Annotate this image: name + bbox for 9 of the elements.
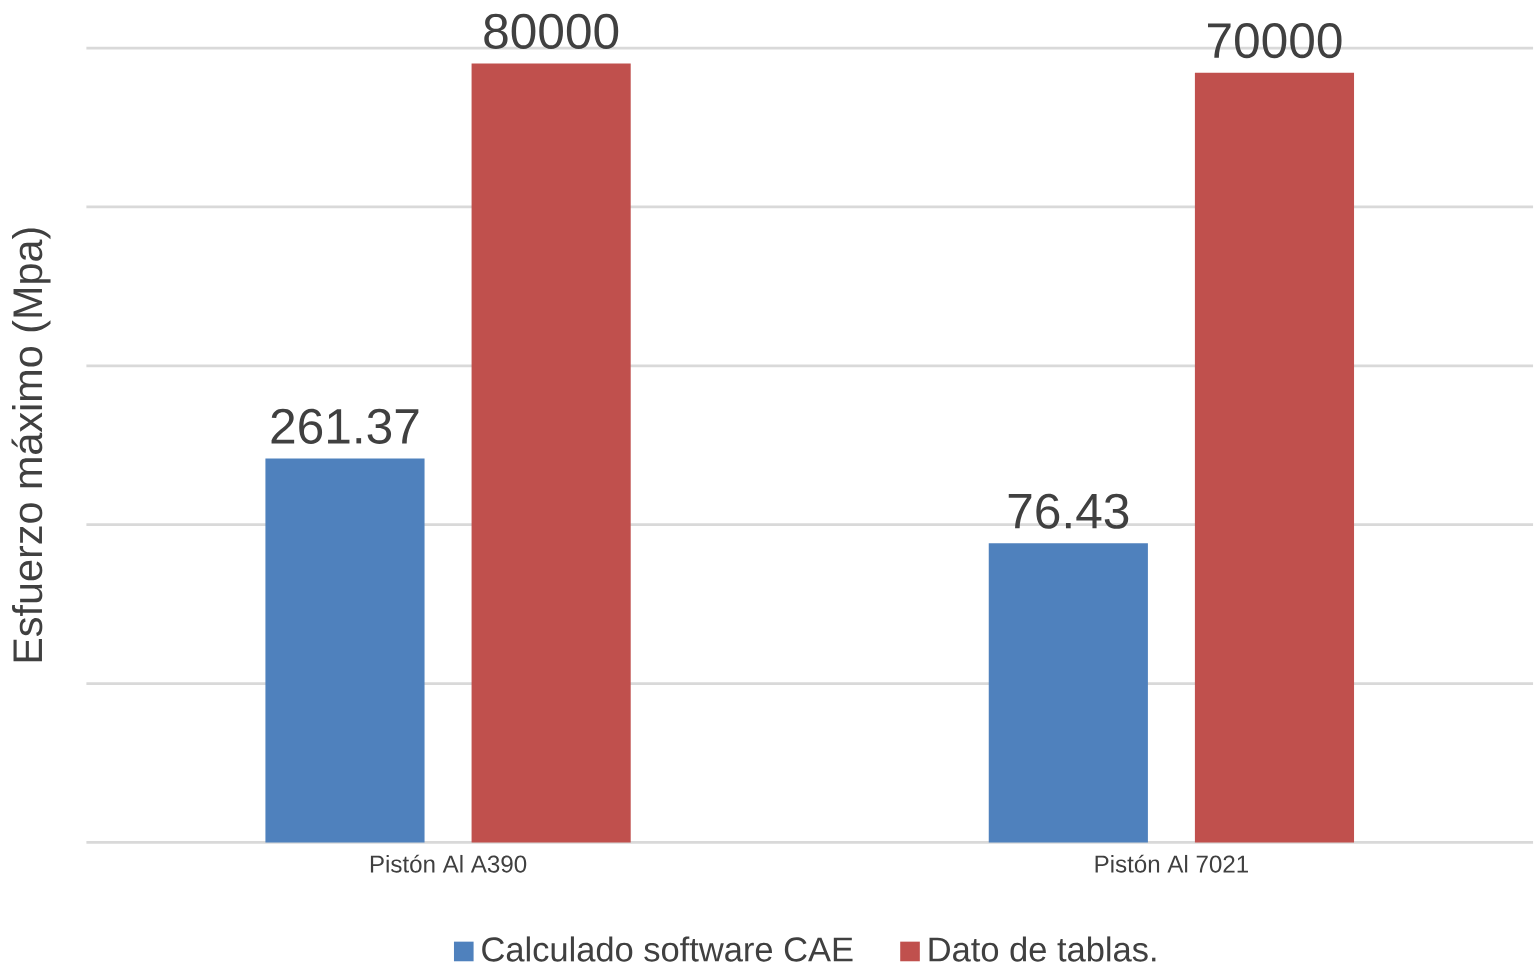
x-tick-label: Pistón Al 7021 bbox=[1095, 854, 1248, 873]
data-label: 261.37 bbox=[271, 408, 419, 444]
data-label: 80000 bbox=[484, 13, 619, 49]
legend-label: Calculado software CAE bbox=[482, 936, 853, 962]
y-axis-title: Esfuerzo máximo (Mpa) bbox=[11, 228, 51, 662]
data-label: 70000 bbox=[1208, 22, 1342, 58]
data-label: 76.43 bbox=[1008, 493, 1129, 529]
legend-label: Dato de tablas. bbox=[929, 936, 1156, 962]
x-tick-label: Pistón Al A390 bbox=[370, 854, 527, 873]
